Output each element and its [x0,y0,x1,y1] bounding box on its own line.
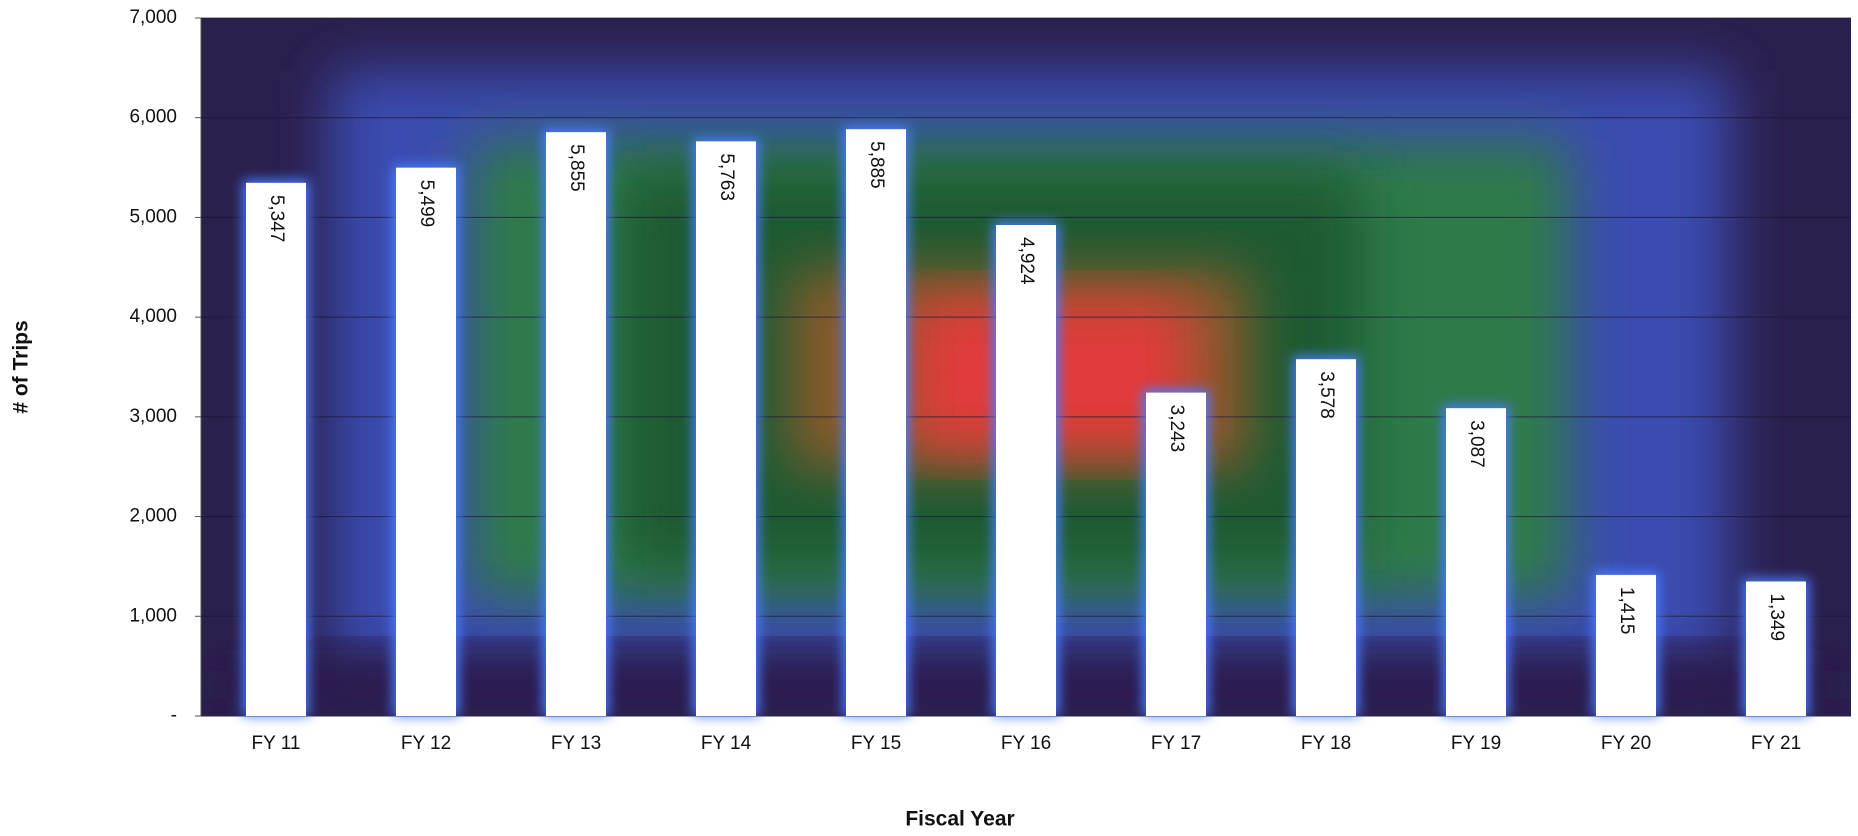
x-tick-label: FY 13 [551,733,601,754]
bar [1596,574,1656,716]
bar [546,132,606,716]
data-label: 5,499 [416,180,437,228]
x-tick-label: FY 18 [1301,733,1351,754]
data-label: 5,885 [866,141,887,189]
x-tick-label: FY 15 [851,733,901,754]
bar [696,141,756,717]
bar [846,129,906,717]
y-axis-title: # of Trips [10,320,33,413]
bar [1146,392,1206,716]
x-tick-label: FY 12 [401,733,451,754]
bar [1446,408,1506,716]
data-label: 3,243 [1166,405,1187,453]
y-tick-label: 3,000 [129,406,177,427]
bar [396,167,456,716]
y-tick-label: 4,000 [129,306,177,327]
x-tick-label: FY 20 [1601,733,1651,754]
x-tick-label: FY 17 [1151,733,1201,754]
y-tick-label: 5,000 [129,206,177,227]
x-axis-title: Fiscal Year [905,808,1014,831]
bar [246,182,306,717]
data-label: 1,349 [1766,593,1787,641]
y-tick-label: 1,000 [129,605,177,626]
x-tick-label: FY 11 [252,733,301,754]
y-tick-label: 7,000 [129,7,177,28]
data-label: 5,855 [566,144,587,192]
bar [1296,359,1356,716]
x-tick-label: FY 16 [1001,733,1051,754]
bar [1746,581,1806,716]
x-tick-label: FY 21 [1751,733,1801,754]
data-label: 5,347 [266,195,287,243]
x-tick-label: FY 14 [701,733,752,754]
bar [996,225,1056,717]
data-label: 5,763 [716,153,737,201]
data-label: 3,578 [1316,371,1337,419]
data-label: 1,415 [1616,587,1637,635]
y-tick-label: 2,000 [129,506,177,527]
y-tick-label: - [171,705,177,726]
y-tick-label: 6,000 [129,107,177,128]
data-label: 4,924 [1016,237,1037,285]
x-tick-label: FY 19 [1451,733,1501,754]
data-label: 3,087 [1466,420,1487,468]
